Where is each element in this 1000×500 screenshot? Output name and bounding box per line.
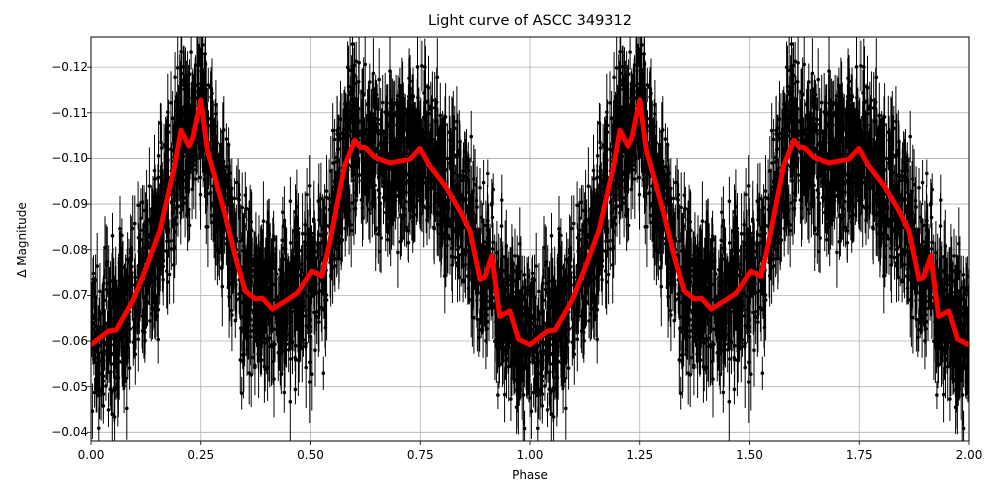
x-tick-label: 0.50	[297, 448, 324, 462]
x-tick-label: 0.75	[406, 448, 434, 462]
y-axis-label: Δ Magnitude	[15, 202, 29, 278]
x-tick-label: 1.50	[736, 448, 763, 462]
y-tick-label: −0.08	[51, 242, 88, 257]
x-axis-label: Phase	[512, 468, 548, 482]
y-tick-label: −0.10	[51, 151, 88, 166]
y-tick-label: −0.04	[51, 425, 88, 440]
y-tick-label: −0.05	[51, 379, 88, 394]
y-tick-label: −0.07	[51, 288, 88, 303]
observation-points	[91, 37, 969, 441]
x-tick-label: 1.00	[516, 448, 544, 462]
model-curve	[91, 97, 969, 348]
chart-title: Light curve of ASCC 349312	[428, 13, 632, 29]
x-tick-label: 0.00	[77, 448, 105, 462]
x-tick-label: 1.25	[626, 448, 654, 462]
tick-marks	[87, 66, 970, 445]
y-tick-label: −0.11	[51, 105, 88, 120]
y-tick-label: −0.06	[51, 334, 88, 349]
x-tick-label: 0.25	[187, 448, 215, 462]
y-tick-label: −0.09	[51, 197, 88, 212]
y-tick-label: −0.12	[51, 60, 88, 75]
x-tick-label: 2.00	[955, 448, 983, 462]
x-tick-label: 1.75	[845, 448, 873, 462]
